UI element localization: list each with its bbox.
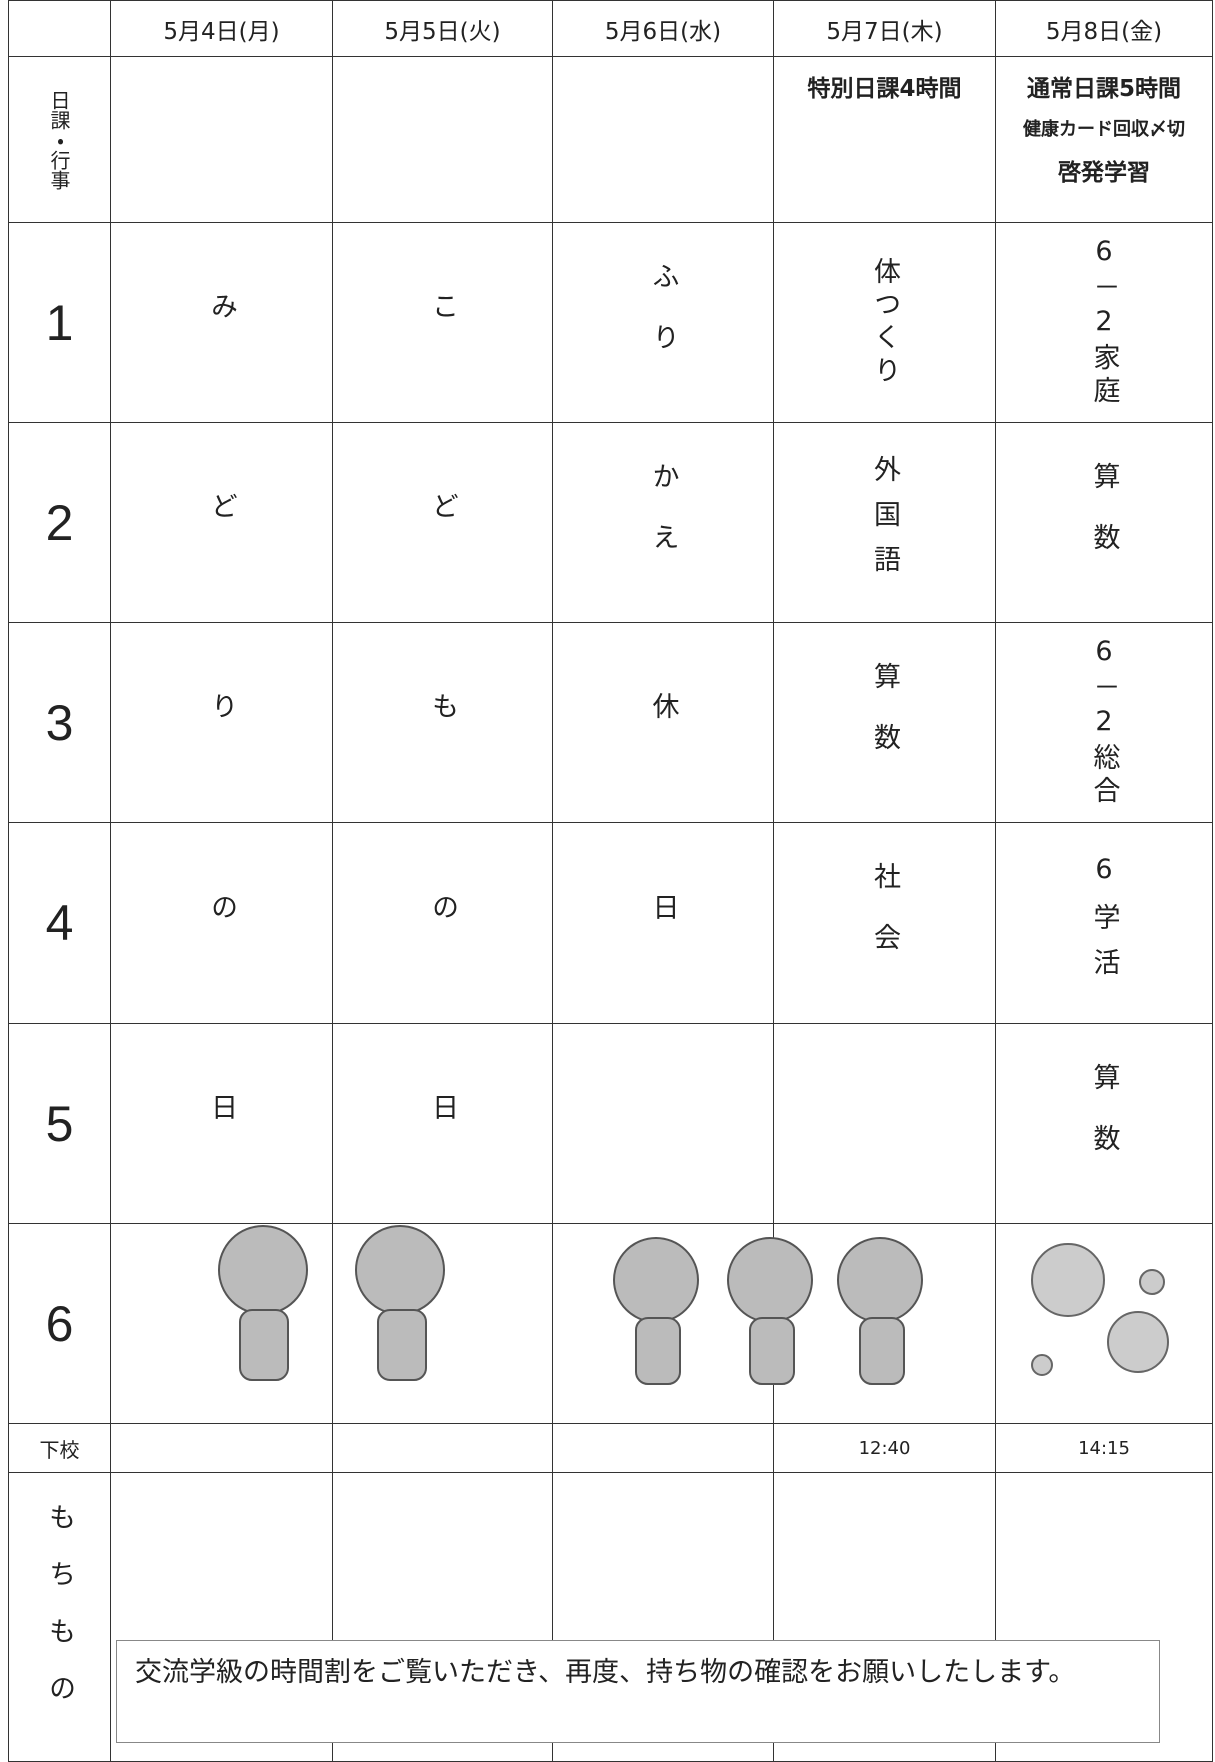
row-label: 日課・行事	[8, 56, 111, 223]
schedule-text: 特別日課4時間	[807, 76, 962, 102]
period-cell: 外国語	[773, 422, 996, 623]
schedule-text: 通常日課5時間	[1026, 76, 1181, 102]
period-cell: 6－2家庭	[995, 222, 1213, 423]
period-cell: も	[332, 622, 553, 823]
period-cell: ど	[332, 422, 553, 623]
period-cell	[332, 1223, 553, 1424]
period-cell: り	[110, 622, 333, 823]
period-cell: の	[110, 822, 333, 1024]
period-cell: 算数	[995, 422, 1213, 623]
period-label: 4	[8, 822, 111, 1024]
period-cell: の	[332, 822, 553, 1024]
period-cell	[773, 1023, 996, 1224]
note: 交流学級の時間割をご覧いただき、再度、持ち物の確認をお願いしたします。	[116, 1640, 1160, 1743]
period-label: 5	[8, 1023, 111, 1224]
period-cell	[110, 1223, 333, 1424]
schedule-cell: 通常日課5時間健康カード回収〆切啓発学習	[995, 56, 1213, 223]
dismissal-cell: 14:15	[995, 1423, 1213, 1473]
dismissal-cell: 12:40	[773, 1423, 996, 1473]
period-label: 1	[8, 222, 111, 423]
period-cell	[773, 1223, 996, 1424]
row-label: もちもの	[8, 1472, 111, 1762]
dismissal-cell	[552, 1423, 774, 1473]
period-cell: 休	[552, 622, 774, 823]
date-header: 5月6日(水)	[552, 0, 774, 57]
corner-cell	[8, 0, 111, 57]
period-cell: 6学活	[995, 822, 1213, 1024]
schedule-cell	[332, 56, 553, 223]
schedule-text: 啓発学習	[1058, 160, 1150, 186]
date-header: 5月4日(月)	[110, 0, 333, 57]
period-label: 2	[8, 422, 111, 623]
row-label: 下校	[8, 1423, 111, 1473]
schedule-cell: 特別日課4時間	[773, 56, 996, 223]
dismissal-cell	[332, 1423, 553, 1473]
date-header: 5月7日(木)	[773, 0, 996, 57]
period-cell	[552, 1023, 774, 1224]
period-cell: ふり	[552, 222, 774, 423]
period-cell	[552, 1223, 774, 1424]
period-cell: かえ	[552, 422, 774, 623]
date-header: 5月8日(金)	[995, 0, 1213, 57]
period-cell	[995, 1223, 1213, 1424]
schedule-cell	[552, 56, 774, 223]
period-cell: 算数	[773, 622, 996, 823]
period-cell: 日	[552, 822, 774, 1024]
period-cell: こ	[332, 222, 553, 423]
schedule-cell	[110, 56, 333, 223]
period-cell: 6－2総合	[995, 622, 1213, 823]
period-label: 3	[8, 622, 111, 823]
period-cell: 算数	[995, 1023, 1213, 1224]
schedule-text: 健康カード回収〆切	[1023, 119, 1185, 140]
period-label: 6	[8, 1223, 111, 1424]
period-cell: ど	[110, 422, 333, 623]
period-cell: 体つくり	[773, 222, 996, 423]
date-header: 5月5日(火)	[332, 0, 553, 57]
period-cell: み	[110, 222, 333, 423]
period-cell: 日	[332, 1023, 553, 1224]
period-cell: 日	[110, 1023, 333, 1224]
period-cell: 社会	[773, 822, 996, 1024]
dismissal-cell	[110, 1423, 333, 1473]
